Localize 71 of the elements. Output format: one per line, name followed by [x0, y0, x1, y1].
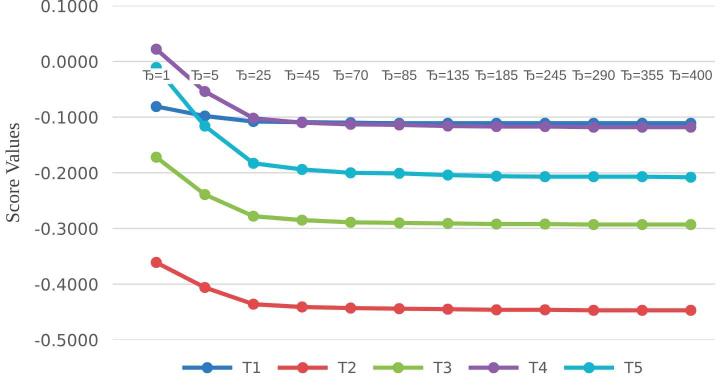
point [296, 214, 308, 226]
point [150, 100, 162, 112]
point [539, 121, 551, 132]
x-tick-label: Ђ=70 [333, 70, 368, 80]
point [248, 158, 260, 169]
x-tick-label: Ђ=135 [426, 70, 469, 80]
point [539, 218, 551, 230]
point [199, 120, 210, 132]
y-tick-label: 0.0000 [41, 55, 98, 68]
point [539, 171, 551, 182]
point [199, 86, 210, 98]
point [685, 172, 696, 183]
point [539, 304, 551, 316]
y-axis-title: Score Values [6, 123, 20, 222]
point [248, 112, 260, 124]
point [490, 121, 502, 132]
legend-label: T3 [433, 362, 452, 374]
point [199, 282, 210, 294]
x-tick-label: Ђ=1 [142, 70, 170, 80]
point [490, 304, 502, 316]
point [394, 303, 405, 314]
x-tick-label: Ђ=290 [572, 70, 615, 80]
point [588, 304, 600, 316]
point [248, 298, 260, 310]
point [296, 164, 308, 176]
point [588, 122, 600, 133]
point [199, 110, 210, 122]
point [685, 122, 696, 133]
point [150, 152, 162, 163]
point [345, 302, 356, 314]
point [636, 122, 648, 133]
point [442, 218, 454, 230]
point [345, 167, 356, 178]
y-tick-label: -0.4000 [35, 278, 98, 291]
y-tick-label: -0.3000 [35, 222, 98, 236]
point [199, 188, 210, 200]
point [442, 169, 454, 181]
point [636, 219, 648, 230]
point [490, 170, 502, 182]
x-tick-label: Ђ=45 [284, 70, 320, 80]
point [442, 120, 454, 132]
y-tick-label: -0.1000 [35, 111, 98, 124]
point [150, 44, 162, 55]
point [248, 210, 260, 222]
point [685, 304, 696, 316]
point [636, 171, 648, 182]
x-tick-label: Ђ=25 [236, 70, 271, 80]
x-tick-label: Ђ=85 [382, 70, 416, 80]
x-tick-label: Ђ=245 [524, 70, 566, 80]
legend-label: T1 [242, 362, 260, 374]
point [345, 216, 356, 228]
legend-label: T2 [338, 362, 356, 374]
point [394, 168, 405, 179]
point [490, 218, 502, 230]
x-tick-label: Ђ=355 [620, 70, 664, 80]
y-tick-label: -0.2000 [35, 166, 98, 180]
y-tick-label: -0.5000 [35, 334, 98, 346]
legend-label: T5 [624, 362, 642, 374]
point [588, 219, 600, 230]
point [685, 219, 696, 230]
point [442, 304, 454, 315]
x-tick-label: Ђ=5 [191, 70, 218, 80]
point [636, 304, 648, 316]
point [150, 256, 162, 268]
x-tick-label: Ђ=400 [669, 70, 712, 80]
point [394, 217, 405, 228]
legend-label: T4 [528, 362, 547, 374]
x-tick-label: Ђ=185 [475, 70, 518, 80]
y-tick-label: 0.1000 [41, 0, 98, 12]
point [588, 171, 600, 182]
point [296, 301, 308, 313]
